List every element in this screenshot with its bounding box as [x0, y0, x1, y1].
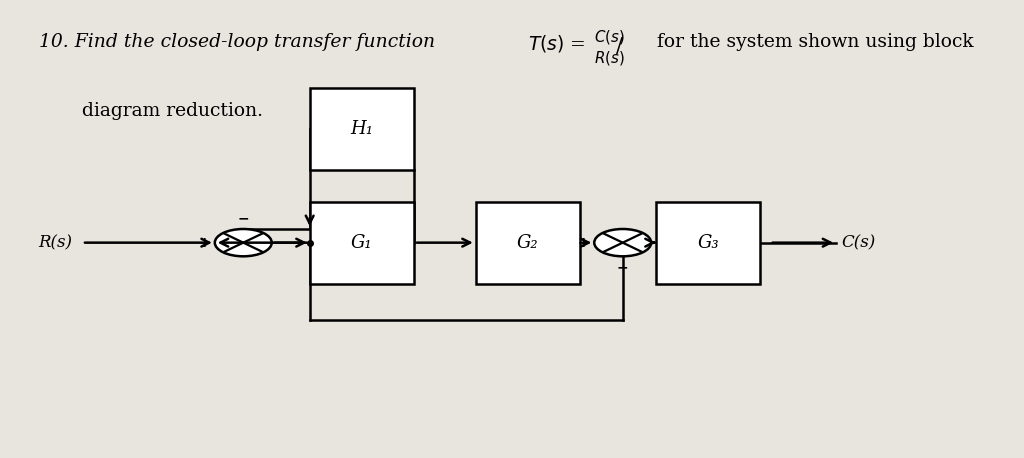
Text: +: + — [199, 236, 210, 250]
Text: −: − — [238, 211, 249, 225]
Text: +: + — [578, 236, 590, 250]
Text: $R(s)$: $R(s)$ — [594, 49, 625, 67]
Text: diagram reduction.: diagram reduction. — [82, 102, 263, 120]
Circle shape — [594, 229, 651, 256]
Text: $T(s)$ =: $T(s)$ = — [527, 33, 586, 54]
Text: G₁: G₁ — [351, 234, 373, 251]
Bar — [309, 88, 414, 170]
Text: 10. Find the closed-loop transfer function: 10. Find the closed-loop transfer functi… — [39, 33, 441, 51]
Text: R(s): R(s) — [39, 234, 73, 251]
Text: G₂: G₂ — [517, 234, 539, 251]
Bar — [309, 202, 414, 284]
Text: C(s): C(s) — [841, 234, 876, 251]
Text: H₁: H₁ — [350, 120, 374, 138]
Text: /: / — [616, 37, 623, 56]
Text: G₃: G₃ — [697, 234, 719, 251]
Text: $C(s)$: $C(s)$ — [594, 28, 625, 46]
Text: −: − — [616, 260, 629, 274]
Circle shape — [215, 229, 271, 256]
Bar — [656, 202, 760, 284]
Bar — [476, 202, 580, 284]
Text: for the system shown using block: for the system shown using block — [651, 33, 974, 51]
